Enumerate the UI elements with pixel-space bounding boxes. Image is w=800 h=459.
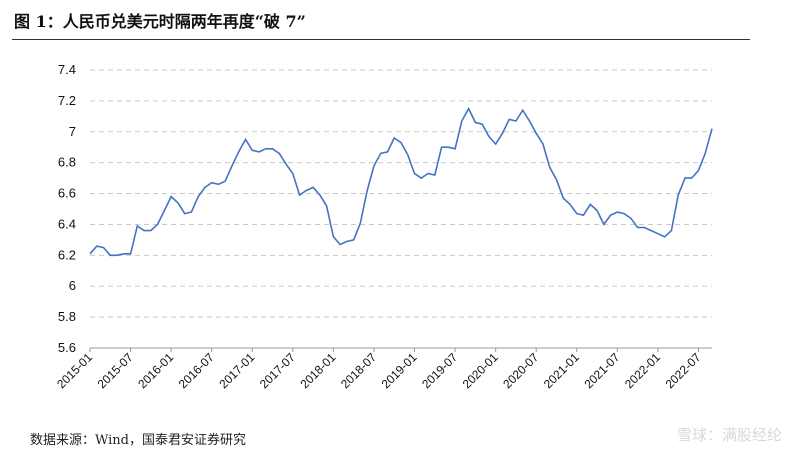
x-tick-label: 2016-01 bbox=[135, 350, 176, 391]
x-tick-label: 2022-07 bbox=[663, 350, 704, 391]
watermark-text: 雪球：满股经纶 bbox=[676, 426, 782, 444]
x-tick-label: 2015-01 bbox=[54, 350, 95, 391]
y-tick-label: 7 bbox=[69, 124, 76, 139]
gridlines bbox=[90, 69, 712, 349]
x-tick-label: 2016-07 bbox=[176, 350, 217, 391]
y-tick-label: 6.6 bbox=[58, 186, 76, 201]
y-tick-label: 5.8 bbox=[58, 309, 76, 324]
x-tick-label: 2022-01 bbox=[622, 350, 663, 391]
x-tick-label: 2018-01 bbox=[297, 350, 338, 391]
x-tick-label: 2019-01 bbox=[379, 350, 420, 391]
x-tick-label: 2015-07 bbox=[95, 350, 136, 391]
x-tick-label: 2020-01 bbox=[460, 350, 501, 391]
x-tick-label: 2018-07 bbox=[338, 350, 379, 391]
x-tick-label: 2017-01 bbox=[216, 350, 257, 391]
x-tick-label: 2021-07 bbox=[581, 350, 622, 391]
x-tick-label: 2021-01 bbox=[541, 350, 582, 391]
figure-title: 图 1：人民币兑美元时隔两年再度“破 7” bbox=[14, 12, 306, 31]
data-source-note: 数据来源：Wind，国泰君安证券研究 bbox=[30, 433, 246, 448]
line-chart: 5.6 5.8 6 6.2 6.4 6.6 6.8 7 7.2 7.4 2015-01 2015-0… bbox=[54, 62, 713, 391]
x-tick-label: 2020-07 bbox=[500, 350, 541, 391]
series-line bbox=[89, 106, 713, 257]
x-tick-label: 2017-07 bbox=[257, 350, 298, 391]
y-tick-label: 6 bbox=[69, 278, 76, 293]
y-axis-ticks: 5.6 5.8 6 6.2 6.4 6.6 6.8 7 7.2 7.4 bbox=[58, 62, 76, 355]
x-tick-label: 2019-07 bbox=[419, 350, 460, 391]
y-tick-label: 6.8 bbox=[58, 155, 76, 170]
title-divider bbox=[12, 39, 750, 40]
y-tick-label: 5.6 bbox=[58, 340, 76, 355]
y-tick-label: 7.2 bbox=[58, 93, 76, 108]
y-tick-label: 6.4 bbox=[58, 216, 76, 231]
y-tick-label: 7.4 bbox=[58, 62, 76, 77]
y-tick-label: 6.2 bbox=[58, 247, 76, 262]
x-axis-ticks: 2015-01 2015-07 2016-01 2016-07 2017-01 2017-… bbox=[54, 348, 704, 391]
